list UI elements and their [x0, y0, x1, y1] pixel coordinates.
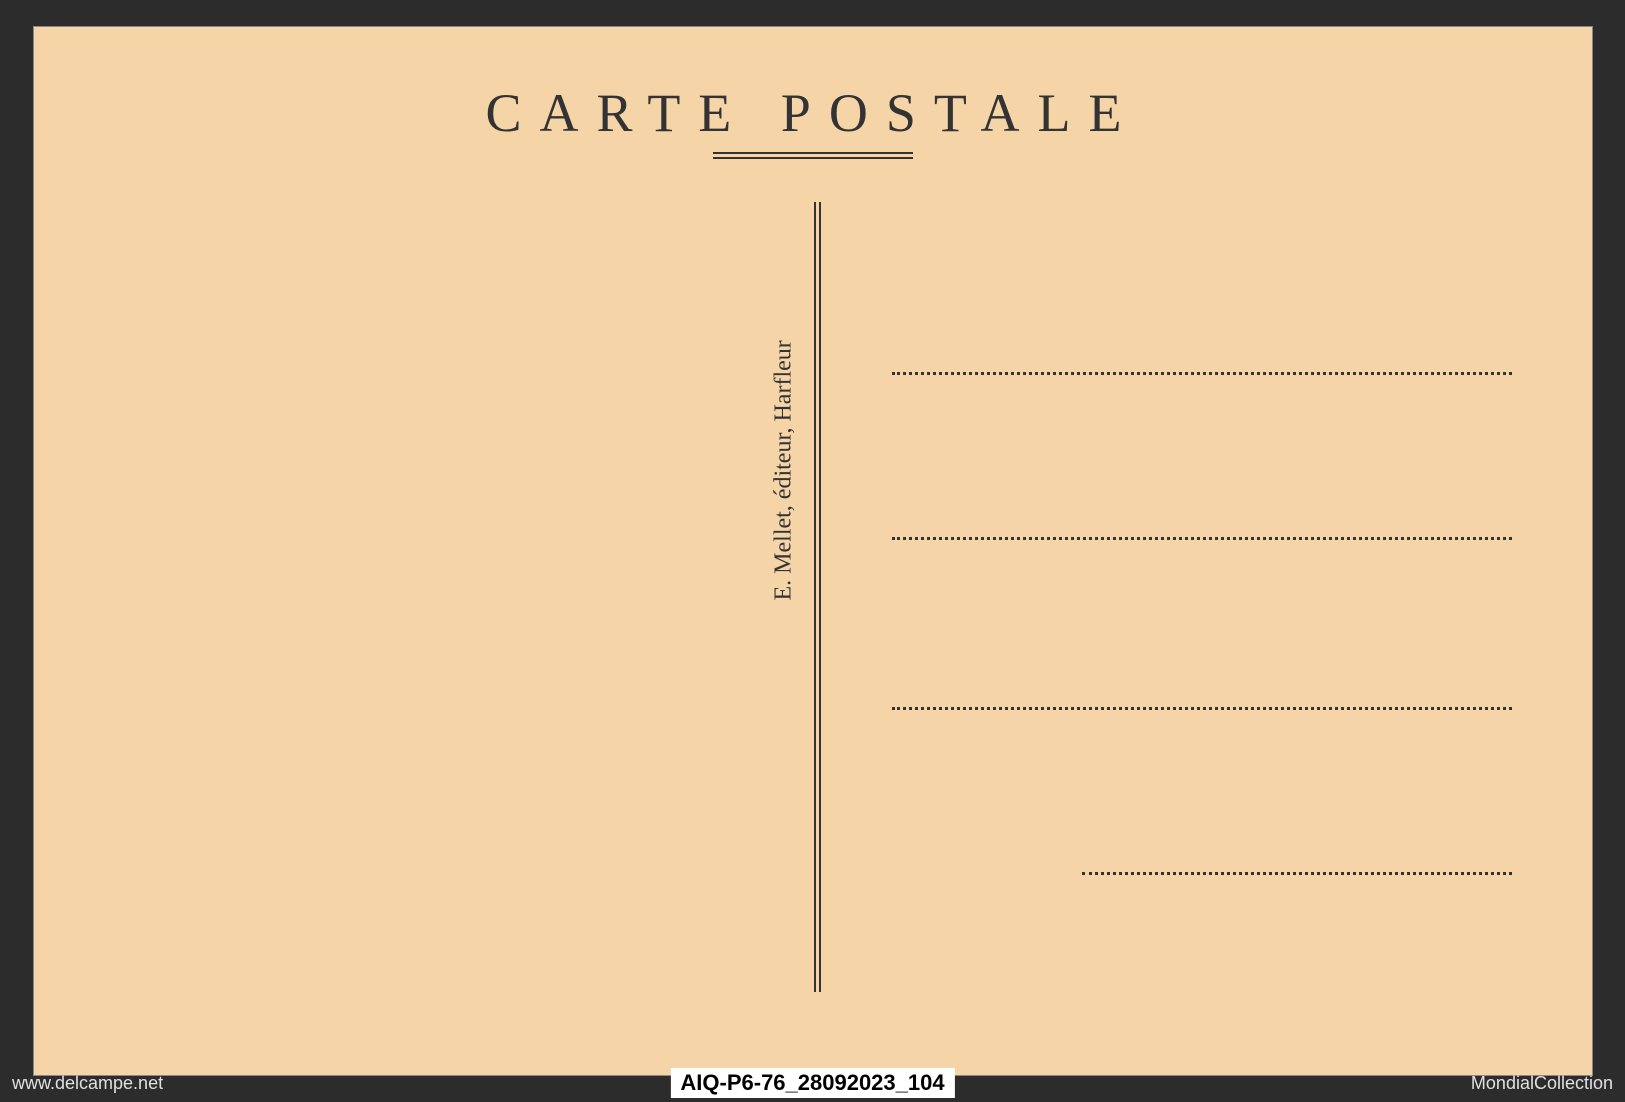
title-underline: [713, 152, 913, 160]
address-line-2: [892, 537, 1512, 540]
address-line-4: [1082, 872, 1512, 875]
center-divider: [814, 202, 822, 992]
postcard-back: CARTE POSTALE E. Mellet, éditeur, Harfle…: [33, 26, 1593, 1076]
watermark-right: MondialCollection: [1471, 1073, 1613, 1094]
reference-code: AIQ-P6-76_28092023_104: [670, 1068, 954, 1098]
address-line-1: [892, 372, 1512, 375]
postcard-title: CARTE POSTALE: [486, 82, 1140, 144]
publisher-text: E. Mellet, éditeur, Harfleur: [770, 340, 797, 600]
watermark-left: www.delcampe.net: [12, 1073, 163, 1094]
address-line-3: [892, 707, 1512, 710]
